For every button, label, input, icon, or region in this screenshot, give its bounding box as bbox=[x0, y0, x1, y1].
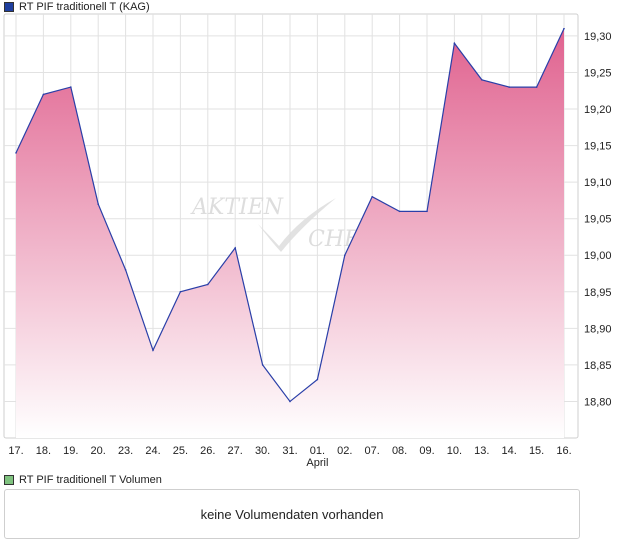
volume-panel: keine Volumendaten vorhanden bbox=[4, 489, 580, 539]
data-point bbox=[179, 290, 182, 293]
y-tick-label: 19,15 bbox=[584, 141, 612, 153]
data-point bbox=[508, 86, 511, 88]
watermark-line1: AKTIEN bbox=[190, 195, 284, 220]
data-point bbox=[398, 210, 401, 213]
x-tick-label: 20. bbox=[91, 445, 106, 457]
data-point bbox=[124, 269, 127, 271]
volume-empty-message: keine Volumendaten vorhanden bbox=[200, 506, 384, 522]
data-point bbox=[42, 93, 45, 96]
data-point bbox=[261, 364, 264, 366]
data-point bbox=[289, 400, 291, 403]
x-tick-label: 27. bbox=[228, 445, 243, 457]
price-chart: AKTIEN CHECK 18,8018,8518,9018,9519,0019… bbox=[3, 13, 612, 469]
data-point bbox=[535, 86, 538, 88]
x-tick-label: 17. bbox=[8, 445, 23, 457]
data-point bbox=[453, 42, 456, 45]
data-point bbox=[481, 78, 483, 81]
y-axis-ticks: 18,80 18,85 18,90 18,95 19,00 19,05 19,10 19,15… bbox=[584, 31, 612, 409]
x-tick-label: 01. bbox=[310, 445, 325, 457]
data-point bbox=[207, 283, 209, 286]
legend-volume: RT PIF traditionell T Volumen bbox=[4, 473, 162, 487]
x-tick-label: 26. bbox=[200, 445, 215, 457]
y-tick-label: 19,30 bbox=[584, 31, 612, 43]
y-tick-label: 19,20 bbox=[584, 104, 612, 116]
watermark-check-icon bbox=[258, 198, 336, 252]
x-tick-label: 30. bbox=[255, 445, 270, 457]
data-point bbox=[563, 27, 565, 30]
x-tick-label: 31. bbox=[282, 445, 297, 457]
x-tick-label: 23. bbox=[118, 445, 133, 457]
data-point bbox=[97, 203, 99, 205]
x-tick-label: 10. bbox=[447, 445, 462, 457]
legend-price-swatch bbox=[4, 2, 14, 12]
x-tick-label: 18. bbox=[36, 445, 51, 457]
y-tick-label: 19,05 bbox=[584, 214, 612, 226]
x-tick-label: 16. bbox=[556, 445, 571, 457]
x-tick-label: 25. bbox=[173, 445, 188, 457]
legend-volume-label: RT PIF traditionell T Volumen bbox=[19, 474, 162, 486]
x-tick-label: 07. bbox=[365, 445, 380, 457]
x-tick-label: 09. bbox=[419, 445, 434, 457]
data-point bbox=[70, 86, 72, 88]
x-tick-label: 02. bbox=[337, 445, 352, 457]
data-point bbox=[371, 195, 374, 198]
y-tick-label: 19,10 bbox=[584, 177, 612, 189]
y-tick-label: 18,90 bbox=[584, 323, 612, 335]
legend-price-label: RT PIF traditionell T (KAG) bbox=[19, 1, 150, 13]
y-tick-label: 19,00 bbox=[584, 250, 612, 262]
legend-price: RT PIF traditionell T (KAG) bbox=[4, 0, 150, 14]
x-tick-label: 19. bbox=[63, 445, 78, 457]
x-tick-label: 08. bbox=[392, 445, 407, 457]
y-tick-label: 19,25 bbox=[584, 67, 612, 79]
area-fill bbox=[16, 28, 564, 438]
x-axis-ticks: 17. 18. 19. 20. 23. 24. 25. 26. 27. 30. 31. 01. 02. 0… bbox=[8, 445, 571, 469]
data-point bbox=[426, 210, 428, 213]
y-tick-label: 18,85 bbox=[584, 360, 612, 372]
y-tick-label: 18,95 bbox=[584, 287, 612, 299]
x-tick-label: 13. bbox=[474, 445, 489, 457]
x-month-label: April bbox=[306, 457, 328, 469]
data-point bbox=[316, 378, 319, 381]
x-tick-label: 15. bbox=[529, 445, 544, 457]
data-point bbox=[234, 247, 236, 249]
x-tick-label: 24. bbox=[145, 445, 160, 457]
data-point bbox=[152, 349, 154, 352]
y-tick-label: 18,80 bbox=[584, 396, 612, 408]
data-point bbox=[344, 254, 346, 257]
area-series bbox=[15, 27, 565, 438]
data-point bbox=[15, 152, 17, 154]
legend-volume-swatch bbox=[4, 475, 14, 485]
x-tick-label: 14. bbox=[502, 445, 517, 457]
